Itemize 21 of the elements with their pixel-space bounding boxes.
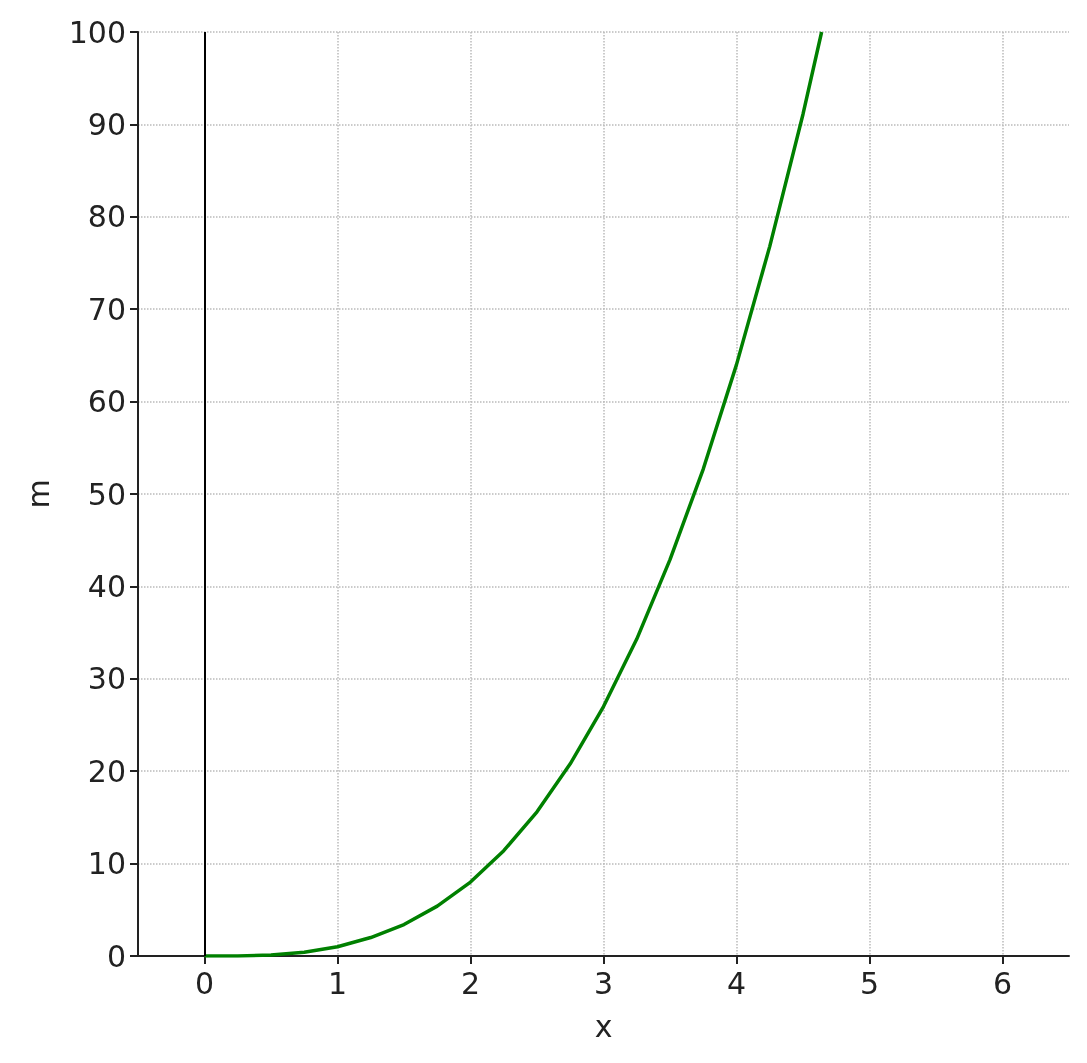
x-tick-label: 1 [327,965,348,1001]
x-tick-label: 3 [593,965,614,1001]
x-axis-title: x [594,1008,613,1044]
x-tick-label: 5 [859,965,880,1001]
y-tick-label: 50 [87,476,126,512]
y-tick-label: 80 [87,199,126,235]
y-tick-label: 100 [68,14,126,50]
x-tick-label: 2 [460,965,481,1001]
y-tick-label: 0 [106,938,126,974]
y-axis-title: m [20,479,56,509]
x-tick-label: 6 [992,965,1013,1001]
x-tick-label: 0 [194,965,215,1001]
y-tick-label: 10 [87,846,126,882]
y-tick-label: 20 [87,753,126,789]
y-tick-label: 60 [87,384,126,420]
y-tick-label: 70 [87,291,126,327]
line-series [202,30,824,958]
x-tick-label: 4 [726,965,747,1001]
y-tick-label: 30 [87,661,126,697]
y-tick-label: 90 [87,106,126,142]
y-tick-label: 40 [87,568,126,604]
